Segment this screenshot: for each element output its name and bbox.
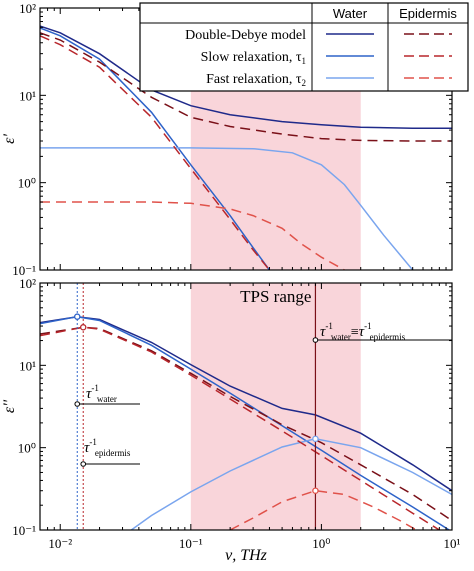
legend-col-epidermis: Epidermis — [399, 6, 457, 21]
panel-1-ytick-label-1: 10⁰ — [18, 176, 36, 191]
panel-2-ytick-label-0: 10⁻¹ — [12, 523, 36, 538]
tau1-epidermis-label: τ-1 epidermis — [84, 437, 131, 458]
legend-col-water: Water — [333, 6, 368, 21]
tau2-equal-label: τ-1 water≡τ-1 epidermis — [320, 321, 406, 342]
panel-2-series-1-line — [40, 315, 451, 530]
panel-2-series-2-line — [130, 438, 452, 530]
legend-row-2-label: Fast relaxation, τ2 — [206, 72, 306, 88]
legend-row-0-label: Double-Debye model — [185, 28, 306, 43]
tau1-water-dot — [74, 401, 81, 407]
panel-2-frame — [39, 282, 453, 531]
panel-2-ytick-label-1: 10⁰ — [18, 441, 36, 456]
x-axis-title: ν, THz — [225, 547, 268, 564]
panel-2-marker-1 — [79, 324, 87, 331]
panel-1-series-0-line — [40, 25, 452, 129]
legend-row-1-label: Slow relaxation, τ1 — [201, 50, 306, 66]
legend-box — [139, 2, 469, 92]
panel-2-xtick-label-0: 10⁻² — [48, 536, 72, 551]
panel-1-ytick-label-0: 10⁻¹ — [12, 263, 36, 278]
panel-2-ytick-label-2: 10¹ — [19, 358, 36, 373]
tau2-dot — [312, 337, 319, 343]
panel-1-series-2-line — [40, 147, 414, 270]
panel-2-y-axis-title: ε'' — [1, 399, 18, 413]
panel-2-xtick-label-3: 10¹ — [444, 536, 461, 551]
panel-1-ytick-label-3: 10² — [19, 1, 36, 16]
panel-2-xtick-label-1: 10⁻¹ — [179, 536, 203, 551]
panel-1-y-axis-title: ε' — [1, 134, 18, 144]
panel-2-marker-3 — [312, 487, 319, 494]
panel-1: 10⁻¹ 10⁰ 10¹ 10² ε' Water Epidermis Double-Deby… — [1, 1, 469, 278]
panel-1-series-3-line — [40, 32, 452, 142]
panel-1-ytick-label-2: 10¹ — [19, 88, 36, 103]
panel-1-series-1-line — [40, 27, 271, 270]
panel-2-xtick-label-2: 10⁰ — [312, 536, 330, 551]
panel-2-marker-2 — [312, 435, 319, 443]
panel-2-series — [40, 315, 452, 530]
panel-2-series-4-line — [40, 326, 441, 530]
panel-1-series-5-line — [40, 201, 347, 270]
panel-1-series — [40, 25, 452, 270]
legend: Water Epidermis Double-Debye model Slow rel… — [139, 2, 469, 92]
panel-2: 10⁻¹ 10⁰ 10¹ 10² 10⁻² 10⁻¹ 10⁰ 10¹ ν, THz ε'' TPS … — [1, 276, 461, 564]
panel-2-marker-0 — [73, 313, 81, 320]
panel-2-ticks — [39, 283, 453, 531]
tau1-epidermis-dot — [80, 461, 87, 467]
tps-range-label: TPS range — [240, 287, 311, 306]
panel-2-ytick-label-3: 10² — [19, 276, 36, 291]
panel-2-series-5-line — [229, 489, 418, 530]
tau1-water-label: τ-1 water — [86, 383, 117, 404]
